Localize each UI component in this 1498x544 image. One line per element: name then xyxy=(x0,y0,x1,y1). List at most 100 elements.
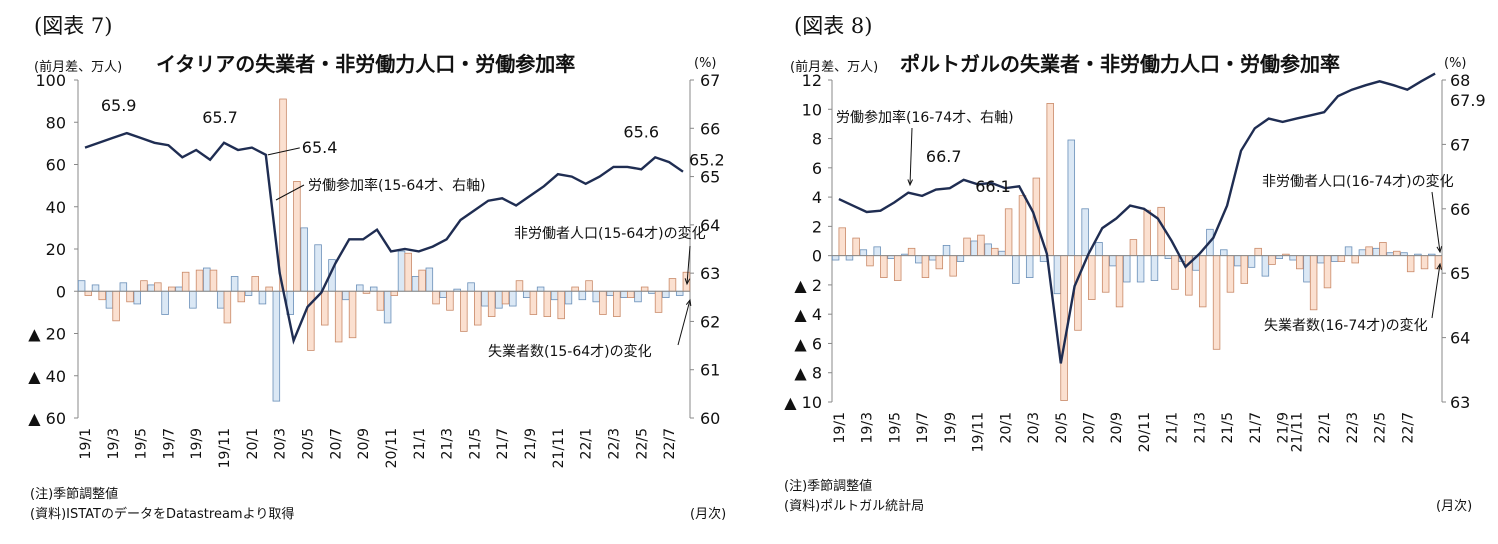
y-tick-label: 100 xyxy=(35,71,66,90)
bar-unemployed xyxy=(168,286,176,292)
y-tick-label: ▲ 10 xyxy=(784,393,822,412)
y2-tick-label: 65 xyxy=(1450,264,1470,283)
participation-rate-line xyxy=(84,131,684,345)
bar-non-labour-force xyxy=(620,290,628,298)
left-axis-unit: (前月差、万人) xyxy=(34,60,123,75)
annotation-arrowhead xyxy=(685,298,692,307)
bar-non-labour-force xyxy=(845,255,854,261)
x-tick-label: 20/9 xyxy=(1109,412,1125,443)
bar-unemployed xyxy=(195,269,204,292)
annotation-label: 労働参加率(15-64才、右軸) xyxy=(308,177,486,194)
bar-unemployed xyxy=(640,286,649,292)
bar-non-labour-force xyxy=(928,255,937,261)
x-tick-label: 19/5 xyxy=(887,412,903,443)
bar-unemployed xyxy=(98,290,106,301)
y2-tick-label: 60 xyxy=(700,409,720,428)
left-axis-unit: (前月差、万人) xyxy=(790,60,879,75)
bar-unemployed xyxy=(112,290,120,322)
x-tick-label: 21/5 xyxy=(467,428,483,459)
bar-non-labour-force xyxy=(481,290,489,307)
x-tick-label: 20/5 xyxy=(1054,412,1070,443)
bar-unemployed xyxy=(432,290,440,305)
y2-tick-label: 64 xyxy=(1450,329,1470,348)
bar-unemployed xyxy=(977,234,985,257)
bar-non-labour-force xyxy=(91,284,100,292)
bar-unemployed xyxy=(543,290,552,318)
bar-unemployed xyxy=(1101,255,1110,293)
bar-unemployed xyxy=(348,290,357,339)
bar-non-labour-force xyxy=(1095,242,1103,257)
annotation-arrowhead xyxy=(907,179,913,187)
y2-tick-label: 62 xyxy=(700,312,720,331)
bar-non-labour-force xyxy=(970,240,978,257)
bar-unemployed xyxy=(140,280,148,292)
bar-non-labour-force xyxy=(175,286,183,292)
x-tick-label: 19/3 xyxy=(860,412,876,443)
annotation-leader xyxy=(1431,191,1441,253)
bar-non-labour-force xyxy=(119,282,128,292)
bar-unemployed xyxy=(880,255,888,278)
bar-unemployed xyxy=(390,290,399,296)
bar-unemployed xyxy=(571,286,579,292)
annotation-label: 65.9 xyxy=(101,96,137,115)
annotation-label: 非労働者人口(16-74才)の変化 xyxy=(1262,173,1454,190)
bar-unemployed xyxy=(613,290,621,318)
bar-unemployed xyxy=(474,290,482,326)
bar-unemployed xyxy=(668,278,677,292)
bar-non-labour-force xyxy=(1289,255,1297,261)
bar-unemployed xyxy=(1337,255,1346,262)
bar-non-labour-force xyxy=(1233,255,1242,267)
bar-non-labour-force xyxy=(495,290,503,309)
bar-unemployed xyxy=(529,290,538,315)
bar-unemployed xyxy=(1296,255,1304,270)
bar-non-labour-force xyxy=(522,290,531,298)
bar-non-labour-force xyxy=(258,290,267,305)
bar-unemployed xyxy=(237,290,246,303)
y2-tick-label: 63 xyxy=(700,264,720,283)
bar-unemployed xyxy=(1018,195,1027,257)
bar-non-labour-force xyxy=(133,290,141,305)
bar-non-labour-force xyxy=(662,290,670,298)
frequency-label: (月次) xyxy=(690,507,727,522)
x-tick-label: 22/5 xyxy=(1373,412,1389,443)
y2-tick-label: 66 xyxy=(700,119,720,138)
bar-non-labour-force xyxy=(1053,255,1062,295)
chart-source: (資料)ISTATのデータをDatastreamより取得 xyxy=(30,507,295,522)
bar-non-labour-force xyxy=(1220,249,1228,257)
bar-unemployed xyxy=(1268,255,1276,265)
bar-non-labour-force xyxy=(1247,255,1256,268)
y2-tick-label: 66 xyxy=(1450,200,1470,219)
bar-unemployed xyxy=(1046,103,1054,257)
y-tick-label: ▲ 60 xyxy=(28,409,66,428)
x-tick-label: 20/11 xyxy=(1137,412,1153,452)
y-tick-label: 20 xyxy=(46,240,66,259)
bar-non-labour-force xyxy=(467,282,475,292)
bar-unemployed xyxy=(1351,255,1359,264)
x-tick-label: 20/3 xyxy=(1026,412,1042,443)
bar-unemployed xyxy=(1143,209,1151,257)
bar-unemployed xyxy=(1420,255,1429,270)
portugal-chart-panel: (図表 8) (前月差、万人) ポルトガルの失業者・非労働力人口・労働参加率 (… xyxy=(750,0,1498,544)
annotation-arrowhead xyxy=(1436,246,1443,254)
bar-unemployed xyxy=(209,269,218,292)
bar-unemployed xyxy=(181,271,190,292)
x-tick-label: 22/3 xyxy=(1345,412,1361,443)
x-tick-label: 21/11 xyxy=(551,428,567,468)
y2-tick-label: 65 xyxy=(700,168,720,187)
annotation-leader xyxy=(275,184,305,201)
bar-non-labour-force xyxy=(564,290,573,305)
bar-unemployed xyxy=(418,269,426,292)
italy-chart-panel: (図表 7) (前月差、万人) イタリアの失業者・非労働力人口・労働参加率 (%… xyxy=(28,14,727,522)
annotation-label: 65.4 xyxy=(302,138,338,157)
bar-non-labour-force xyxy=(1067,139,1076,257)
x-tick-label: 20/1 xyxy=(998,412,1014,443)
bar-unemployed xyxy=(251,276,259,292)
bar-non-labour-force xyxy=(956,255,965,262)
bar-unemployed xyxy=(599,290,607,315)
bar-non-labour-force xyxy=(536,286,545,292)
bar-unemployed xyxy=(893,255,902,281)
y-tick-label: ▲ 2 xyxy=(794,276,822,295)
bar-non-labour-force xyxy=(1012,255,1020,284)
x-tick-label: 20/7 xyxy=(328,428,344,459)
bar-non-labour-force xyxy=(550,290,559,301)
